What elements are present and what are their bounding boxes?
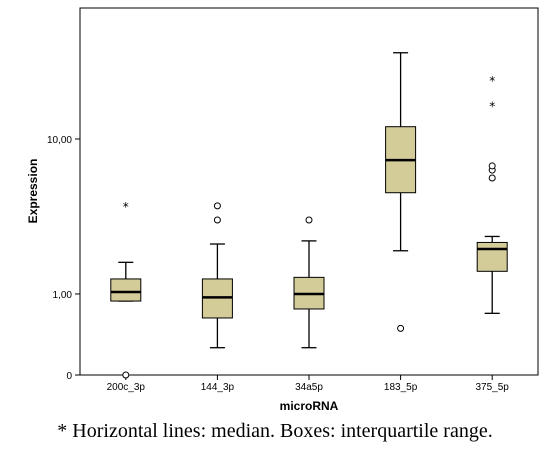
iqr-box (110, 278, 142, 302)
y-axis-title: Expression (26, 159, 40, 224)
y-tick-label: 0 (66, 371, 72, 382)
iqr-box (476, 241, 508, 272)
outlier-point (122, 371, 130, 379)
x-tick-label: 183_5p (384, 382, 418, 393)
outlier-point (213, 216, 221, 224)
y-tick-label: 1,00 (53, 290, 73, 301)
x-tick-label: 375_5p (476, 382, 510, 393)
x-axis-title: microRNA (280, 399, 339, 413)
extreme-point: * (489, 99, 495, 113)
boxplot-chart: Expression microRNA 0 1,00 10,00 200c_3p * 14… (26, 7, 539, 413)
y-tick-label: 10,00 (47, 135, 72, 146)
chart-caption: * Horizontal lines: median. Boxes: inter… (57, 420, 493, 442)
x-tick-label: 144_3p (201, 382, 235, 393)
x-tick-label: 200c_3p (107, 382, 146, 393)
outlier-point (305, 216, 313, 224)
outlier-point (488, 162, 496, 170)
extreme-point: * (489, 74, 495, 88)
outlier-point (488, 174, 496, 182)
outlier-point (213, 202, 221, 210)
extreme-point: * (123, 200, 129, 214)
x-tick-label: 34a5p (295, 382, 323, 393)
outlier-point (397, 324, 405, 332)
